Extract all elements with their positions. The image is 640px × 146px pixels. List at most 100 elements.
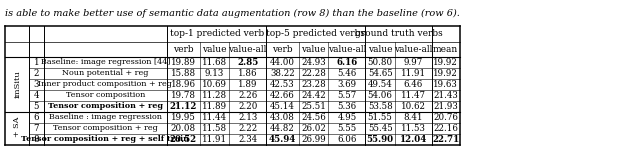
Text: 2.20: 2.20 [238, 102, 257, 111]
Text: 22.71: 22.71 [432, 135, 460, 144]
Text: 6: 6 [34, 113, 39, 122]
Text: value-all: value-all [394, 45, 433, 54]
Text: Tensor composition + reg + self train: Tensor composition + reg + self train [21, 135, 189, 143]
Text: 19.95: 19.95 [171, 113, 196, 122]
Text: 20.08: 20.08 [171, 124, 196, 133]
Text: 26.99: 26.99 [301, 135, 326, 144]
Text: 11.44: 11.44 [202, 113, 227, 122]
Text: 6.46: 6.46 [404, 80, 423, 89]
Text: 26.02: 26.02 [301, 124, 326, 133]
Text: 10.69: 10.69 [202, 80, 227, 89]
Text: 6.16: 6.16 [336, 58, 358, 67]
Text: 24.93: 24.93 [301, 58, 326, 67]
Text: 49.54: 49.54 [368, 80, 392, 89]
Text: 9.97: 9.97 [404, 58, 423, 67]
Text: 19.63: 19.63 [433, 80, 458, 89]
Text: 44.00: 44.00 [270, 58, 295, 67]
Text: 5.36: 5.36 [337, 102, 356, 111]
Text: 55.45: 55.45 [368, 124, 392, 133]
Text: 24.42: 24.42 [301, 91, 326, 100]
Text: 44.82: 44.82 [270, 124, 295, 133]
Text: value-all: value-all [228, 45, 267, 54]
Text: 50.80: 50.80 [367, 58, 393, 67]
Text: 43.08: 43.08 [270, 113, 295, 122]
Text: 19.92: 19.92 [433, 58, 458, 67]
Text: Baseline: image regression [44]: Baseline: image regression [44] [40, 59, 170, 66]
Text: 21.12: 21.12 [170, 102, 197, 111]
Text: 2: 2 [34, 69, 39, 78]
Text: + SA: + SA [13, 116, 21, 137]
Text: 1.86: 1.86 [238, 69, 257, 78]
Text: 5.55: 5.55 [337, 124, 356, 133]
Text: 25.51: 25.51 [301, 102, 326, 111]
Text: 11.53: 11.53 [401, 124, 426, 133]
Text: 11.68: 11.68 [202, 58, 227, 67]
Text: 22.28: 22.28 [301, 69, 326, 78]
Text: Tensor composition: Tensor composition [65, 91, 145, 99]
Text: Tensor composition + reg: Tensor composition + reg [48, 102, 163, 110]
Text: Noun potential + reg: Noun potential + reg [62, 69, 148, 77]
Text: 11.89: 11.89 [202, 102, 227, 111]
Text: 4: 4 [34, 91, 39, 100]
Text: Tensor composition + reg: Tensor composition + reg [53, 124, 157, 132]
Text: 1.89: 1.89 [238, 80, 257, 89]
Text: 10.62: 10.62 [401, 102, 426, 111]
Text: top-1 predicted verb: top-1 predicted verb [170, 29, 264, 38]
Text: 51.55: 51.55 [368, 113, 392, 122]
Text: 2.34: 2.34 [238, 135, 257, 144]
Text: verb: verb [173, 45, 194, 54]
Text: 12.04: 12.04 [400, 135, 427, 144]
Text: 9.13: 9.13 [205, 69, 224, 78]
Text: 3.69: 3.69 [337, 80, 356, 89]
Text: 22.16: 22.16 [433, 124, 458, 133]
Text: 3: 3 [34, 80, 39, 89]
Text: 5.46: 5.46 [337, 69, 356, 78]
Text: 6.06: 6.06 [337, 135, 356, 144]
Text: 20.76: 20.76 [433, 113, 458, 122]
Text: 2.13: 2.13 [238, 113, 257, 122]
Text: 38.22: 38.22 [270, 69, 295, 78]
Text: 23.28: 23.28 [301, 80, 326, 89]
Text: 15.88: 15.88 [171, 69, 196, 78]
Text: top-5 predicted verbs: top-5 predicted verbs [266, 29, 365, 38]
Text: value-all: value-all [328, 45, 366, 54]
Text: verb: verb [272, 45, 293, 54]
Text: 21.43: 21.43 [433, 91, 458, 100]
Text: 55.90: 55.90 [367, 135, 394, 144]
Text: 7: 7 [34, 124, 39, 133]
Text: 24.56: 24.56 [301, 113, 326, 122]
Text: 4.95: 4.95 [337, 113, 356, 122]
Text: 2.22: 2.22 [238, 124, 257, 133]
Text: 19.92: 19.92 [433, 69, 458, 78]
Text: 54.06: 54.06 [368, 91, 392, 100]
Text: 18.96: 18.96 [171, 80, 196, 89]
Text: 2.85: 2.85 [237, 58, 259, 67]
Text: 8.41: 8.41 [404, 113, 423, 122]
Text: 53.58: 53.58 [368, 102, 392, 111]
Text: imSitu: imSitu [13, 71, 21, 98]
Text: 20.52: 20.52 [170, 135, 197, 144]
Text: value: value [301, 45, 326, 54]
Text: 2.26: 2.26 [238, 91, 257, 100]
Text: 45.14: 45.14 [270, 102, 295, 111]
Text: Inner product composition + reg: Inner product composition + reg [38, 80, 172, 88]
Text: 19.78: 19.78 [171, 91, 196, 100]
Text: 5.57: 5.57 [337, 91, 356, 100]
Text: Baseline : image regression: Baseline : image regression [49, 113, 162, 121]
Text: 19.89: 19.89 [171, 58, 196, 67]
Text: 11.58: 11.58 [202, 124, 227, 133]
Text: 42.66: 42.66 [270, 91, 295, 100]
Text: value: value [368, 45, 392, 54]
Text: value: value [202, 45, 227, 54]
Text: mean: mean [433, 45, 458, 54]
Text: 5: 5 [34, 102, 39, 111]
Text: 8: 8 [34, 135, 39, 144]
Text: ground truth verbs: ground truth verbs [355, 29, 443, 38]
Text: 21.93: 21.93 [433, 102, 458, 111]
Text: 1: 1 [34, 58, 39, 67]
Text: 54.65: 54.65 [368, 69, 392, 78]
Text: 45.94: 45.94 [269, 135, 296, 144]
Text: 11.91: 11.91 [202, 135, 227, 144]
Text: is able to make better use of semantic data augmentation (row 8) than the baseli: is able to make better use of semantic d… [5, 9, 460, 18]
Text: 42.53: 42.53 [270, 80, 295, 89]
